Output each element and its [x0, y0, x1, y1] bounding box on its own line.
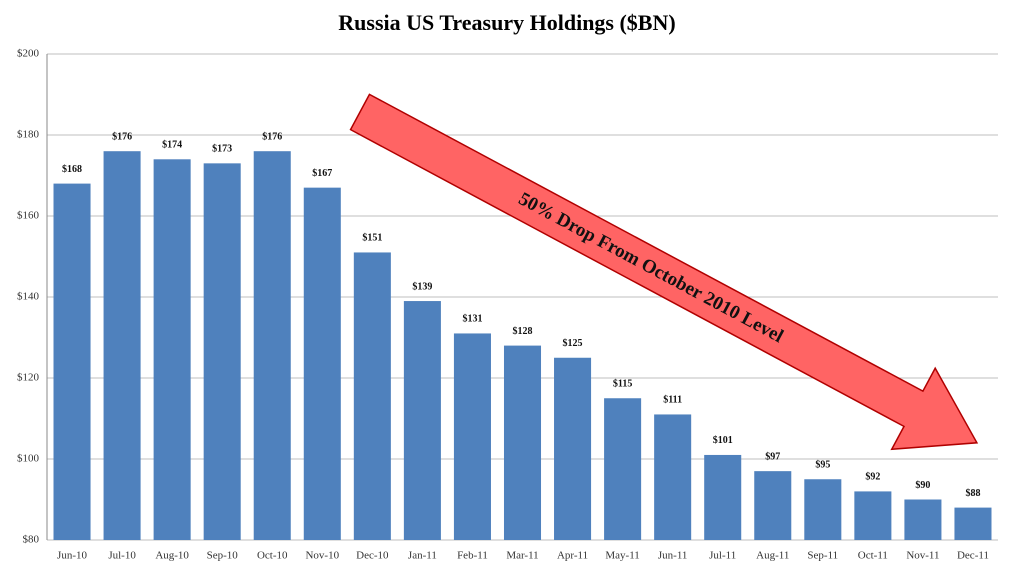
value-label: $176	[112, 131, 132, 142]
bar	[804, 479, 842, 540]
x-tick-label: Dec-10	[356, 550, 389, 562]
x-tick-label: Nov-10	[305, 550, 339, 562]
y-tick-label: $160	[17, 210, 40, 222]
x-tick-label: Jul-11	[709, 550, 736, 562]
bar	[654, 414, 692, 540]
arrow	[349, 93, 979, 451]
plot-area: $80 $100 $120 $140 $160 $180 $200 Jun-10 $168 Jul…	[17, 48, 998, 562]
value-label: $173	[212, 144, 232, 155]
y-tick-label: $180	[17, 129, 40, 141]
bar	[53, 183, 91, 540]
x-tick-label: Jun-11	[658, 550, 688, 562]
value-label: $90	[915, 480, 930, 491]
x-tick-label: Sep-11	[807, 550, 838, 562]
bar	[353, 252, 391, 540]
value-label: $125	[563, 338, 583, 349]
x-tick-label: Sep-10	[207, 550, 239, 562]
y-tick-label: $200	[17, 48, 40, 60]
x-tick-label: Mar-11	[506, 550, 538, 562]
bar	[754, 471, 792, 540]
x-tick-label: Apr-11	[557, 550, 588, 562]
value-label: $167	[312, 168, 332, 179]
bar	[203, 163, 241, 540]
value-label: $92	[865, 472, 880, 483]
value-label: $174	[162, 140, 182, 151]
bar	[704, 454, 742, 540]
value-label: $95	[815, 460, 830, 471]
value-label: $168	[62, 164, 82, 175]
x-tick-label: Nov-11	[906, 550, 939, 562]
x-tick-label: Jan-11	[408, 550, 437, 562]
x-tick-label: May-11	[605, 550, 639, 562]
value-label: $139	[412, 281, 432, 292]
y-tick-label: $120	[17, 372, 40, 384]
value-label: $151	[362, 233, 382, 244]
bar	[554, 357, 592, 540]
value-label: $131	[462, 314, 482, 325]
value-label: $101	[713, 435, 733, 446]
bar	[503, 345, 542, 540]
value-label: $97	[765, 451, 780, 462]
value-label: $128	[513, 326, 533, 337]
bar	[103, 151, 141, 540]
bar	[954, 507, 992, 540]
bar	[153, 159, 191, 541]
x-tick-label: Jul-10	[108, 550, 136, 562]
bar	[253, 151, 291, 540]
chart-title: Russia US Treasury Holdings ($BN)	[338, 10, 675, 35]
x-tick-label: Dec-11	[957, 550, 989, 562]
y-tick-label: $140	[17, 291, 40, 303]
x-tick-label: Jun-10	[57, 550, 87, 562]
value-label: $111	[663, 395, 682, 406]
bar	[303, 187, 341, 540]
value-label: $88	[965, 488, 980, 499]
bar	[604, 398, 642, 540]
x-tick-label: Aug-10	[155, 550, 189, 562]
x-tick-label: Aug-11	[756, 550, 789, 562]
value-label: $176	[262, 131, 282, 142]
bar	[403, 301, 441, 540]
y-tick-label: $100	[17, 453, 40, 465]
bar	[453, 333, 491, 540]
x-tick-label: Oct-10	[257, 550, 288, 562]
bar	[854, 491, 892, 540]
bar	[904, 499, 942, 540]
x-tick-label: Feb-11	[457, 550, 488, 562]
x-tick-label: Oct-11	[858, 550, 888, 562]
value-label: $115	[613, 379, 632, 390]
y-tick-label: $80	[23, 534, 40, 546]
